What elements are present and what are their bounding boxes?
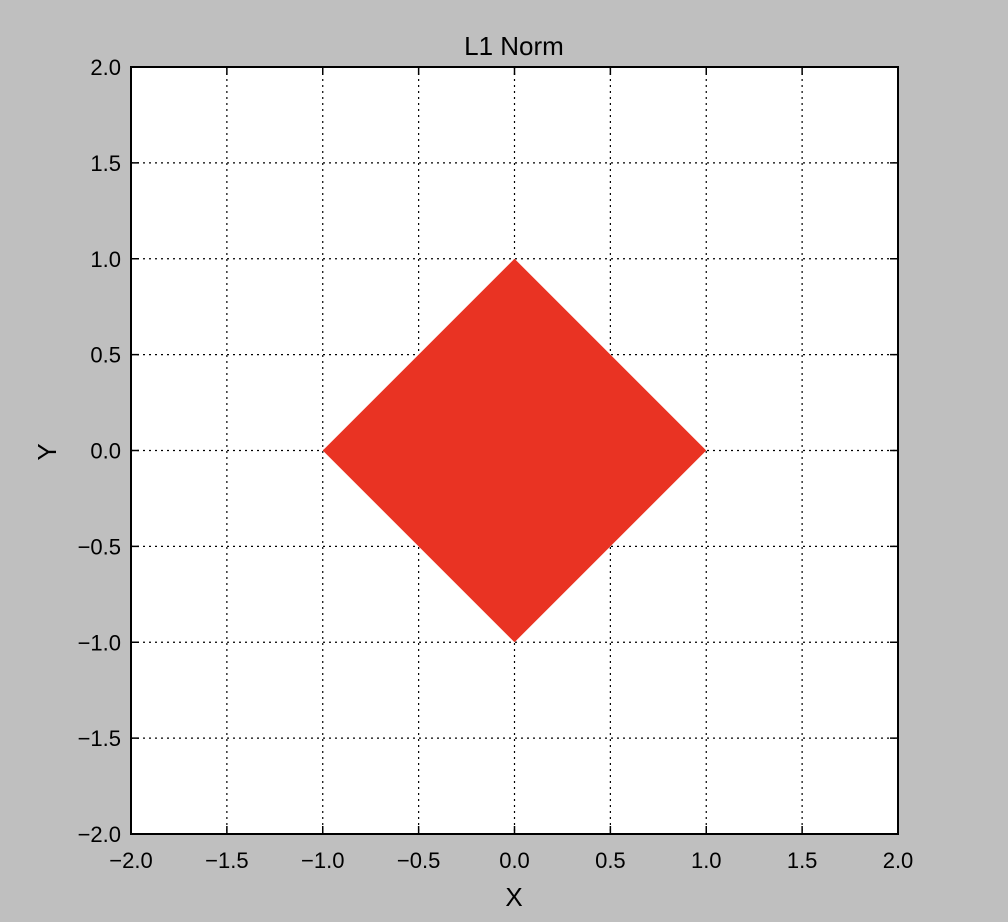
y-tick-label: 1.5 bbox=[90, 151, 121, 176]
l1-norm-diamond bbox=[322, 258, 707, 643]
x-axis-label: X bbox=[505, 882, 522, 912]
x-tick-labels: −2.0 −1.5 −1.0 −0.5 0.0 0.5 1.0 1.5 2.0 bbox=[109, 848, 913, 873]
data-layer bbox=[322, 258, 707, 643]
y-tick-label: 0.0 bbox=[90, 439, 121, 464]
plot-frame bbox=[130, 66, 899, 835]
y-axis-label: Y bbox=[32, 443, 62, 460]
y-tick-label: 0.5 bbox=[90, 343, 121, 368]
y-tick-label: 1.0 bbox=[90, 247, 121, 272]
x-tick-label: 1.5 bbox=[787, 848, 818, 873]
y-tick-label: −1.0 bbox=[78, 630, 121, 655]
x-tick-label: −1.0 bbox=[301, 848, 344, 873]
y-tick-label: −2.0 bbox=[78, 822, 121, 847]
y-tick-labels: −2.0 −1.5 −1.0 −0.5 0.0 0.5 1.0 1.5 2.0 bbox=[78, 55, 121, 847]
x-tick-label: 0.0 bbox=[499, 848, 530, 873]
y-tick-label: −0.5 bbox=[78, 534, 121, 559]
x-tick-label: −0.5 bbox=[397, 848, 440, 873]
y-tick-label: −1.5 bbox=[78, 726, 121, 751]
x-tick-label: −2.0 bbox=[109, 848, 152, 873]
chart-title: L1 Norm bbox=[464, 31, 564, 61]
x-tick-label: 0.5 bbox=[595, 848, 626, 873]
y-tick-label: 2.0 bbox=[90, 55, 121, 80]
x-tick-label: 1.0 bbox=[691, 848, 722, 873]
x-tick-label: −1.5 bbox=[205, 848, 248, 873]
x-tick-label: 2.0 bbox=[883, 848, 914, 873]
